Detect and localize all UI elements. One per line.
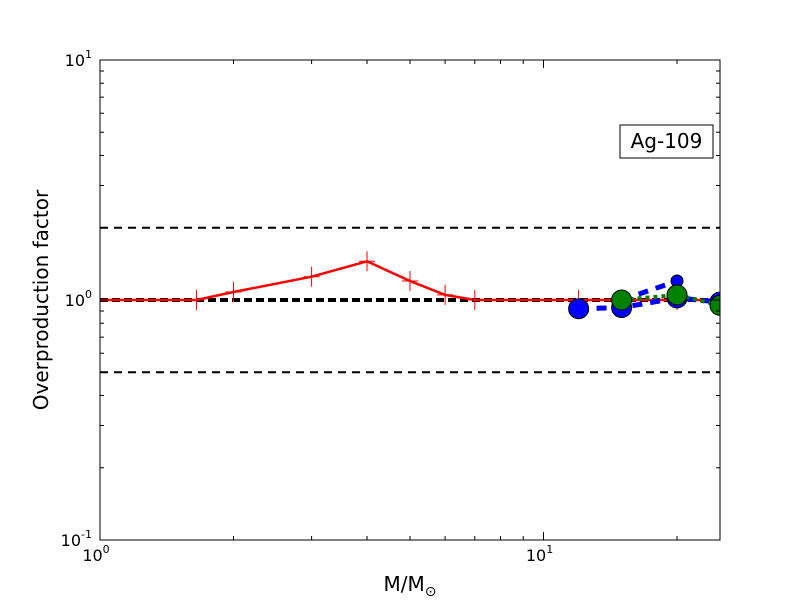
x-axis-label-symbol: ⊙	[425, 584, 437, 600]
annotation-frame	[619, 124, 714, 159]
series-0-point	[402, 270, 418, 291]
y-axis-label: Overproduction factor	[29, 189, 53, 410]
series-line-3	[621, 292, 720, 308]
series-1-point	[568, 298, 590, 320]
y-tick-label: 100	[65, 288, 92, 310]
x-axis-label: M/M⊙	[384, 572, 437, 600]
series-0-point	[303, 266, 320, 287]
x-tick-label: 101	[526, 543, 553, 565]
series-layer	[100, 251, 720, 320]
series-0-point	[466, 290, 483, 310]
annotation-text: Ag-109	[631, 129, 703, 153]
series-line-1	[578, 295, 720, 312]
series-0-point	[359, 251, 376, 272]
y-tick-label: 101	[65, 48, 92, 70]
series-0-point	[225, 281, 242, 302]
series-0-point	[188, 290, 205, 310]
x-axis-label-main: M/M	[384, 572, 425, 596]
series-3-point	[611, 289, 633, 311]
series-3-point	[666, 284, 688, 306]
x-tick-label: 100	[82, 543, 109, 565]
series-0-point	[437, 284, 454, 305]
ticks-layer	[99, 59, 720, 541]
annotation-box: Ag-109	[619, 124, 714, 159]
plot-frame	[99, 59, 721, 541]
y-tick-label: 10-1	[61, 528, 92, 550]
